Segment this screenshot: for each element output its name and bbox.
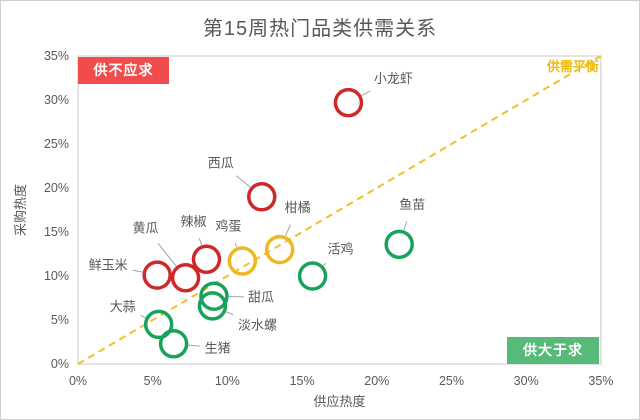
data-point-label: 鲜玉米 xyxy=(89,258,128,273)
leader-line xyxy=(323,262,327,266)
data-point-label: 鱼苗 xyxy=(399,197,425,212)
data-point-label: 小龙虾 xyxy=(374,71,413,86)
balance-line xyxy=(77,55,602,365)
data-point-ring xyxy=(264,234,295,265)
leader-line xyxy=(188,344,201,347)
chart-title: 第15周热门品类供需关系 xyxy=(202,18,438,40)
y-tick-label: 35% xyxy=(44,49,69,63)
y-tick-label: 25% xyxy=(44,137,69,151)
y-tick-label: 10% xyxy=(44,269,69,283)
y-axis-title: 采购热度 xyxy=(13,184,28,236)
data-point-label: 活鸡 xyxy=(328,242,354,257)
data-point-label: 甜瓜 xyxy=(248,290,274,305)
leader-line xyxy=(140,314,146,319)
data-point-label: 辣椒 xyxy=(180,214,206,229)
data-point-ring xyxy=(170,263,201,293)
data-point-label: 淡水螺 xyxy=(238,317,277,332)
data-point-label: 鸡蛋 xyxy=(215,219,241,234)
leader-line xyxy=(361,90,371,97)
x-tick-label: 15% xyxy=(290,374,315,388)
x-tick-label: 20% xyxy=(364,374,389,388)
data-point-ring xyxy=(384,229,414,260)
y-tick-label: 30% xyxy=(44,93,69,107)
y-tick-label: 20% xyxy=(44,181,69,195)
leader-line xyxy=(226,311,234,316)
x-axis-title: 供应热度 xyxy=(313,394,365,409)
x-tick-label: 0% xyxy=(69,374,87,388)
data-point-ring xyxy=(191,244,222,275)
x-tick-label: 10% xyxy=(215,374,240,388)
data-point-ring xyxy=(158,329,189,359)
leader-line xyxy=(403,220,408,231)
leader-line xyxy=(198,237,203,246)
data-point-label: 大蒜 xyxy=(110,299,136,314)
data-point-ring xyxy=(199,281,229,311)
data-point-ring xyxy=(142,260,172,290)
x-tick-label: 5% xyxy=(144,374,162,388)
data-point-ring xyxy=(297,261,328,291)
leader-line xyxy=(236,175,251,188)
y-tick-label: 0% xyxy=(51,357,69,371)
data-point-label: 生猪 xyxy=(205,340,231,355)
leader-line xyxy=(234,242,238,248)
y-tick-label: 15% xyxy=(44,225,69,239)
data-point-ring xyxy=(333,87,364,118)
data-point-ring xyxy=(247,182,277,212)
data-point-label: 黄瓜 xyxy=(133,220,159,235)
data-point-ring xyxy=(197,291,228,321)
x-tick-label: 25% xyxy=(439,374,464,388)
plot-area-border xyxy=(77,55,602,365)
data-point-label: 西瓜 xyxy=(208,155,234,170)
x-tick-label: 30% xyxy=(514,374,539,388)
quadrant-label-undersupply: 供不应求 xyxy=(78,57,169,84)
balance-line-label: 供需平衡 xyxy=(546,59,599,74)
y-tick-label: 5% xyxy=(51,313,69,327)
data-point-ring xyxy=(143,309,174,340)
leader-line xyxy=(285,224,291,237)
leader-line xyxy=(157,243,177,267)
data-point-label: 柑橘 xyxy=(285,200,311,215)
x-tick-label: 35% xyxy=(588,374,613,388)
leader-line xyxy=(132,269,143,273)
quadrant-label-oversupply: 供大于求 xyxy=(507,337,599,364)
data-point-ring xyxy=(227,246,258,276)
